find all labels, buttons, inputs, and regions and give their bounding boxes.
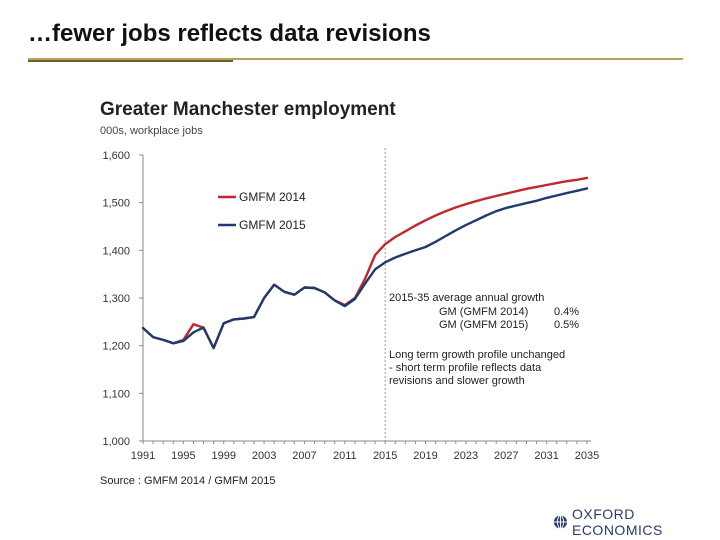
x-tick-label: 2035 — [575, 450, 599, 462]
title-underline-accent — [28, 60, 233, 62]
title-underline — [28, 58, 683, 60]
x-tick-label: 1999 — [211, 450, 235, 462]
growth-row-label: GM (GMFM 2014) — [439, 306, 528, 318]
oxford-economics-logo: OXFORD ECONOMICS — [553, 506, 720, 538]
growth-title: 2015-35 average annual growth — [389, 292, 544, 304]
y-tick-label: 1,500 — [102, 198, 130, 210]
series-lines — [141, 176, 589, 350]
note-line: revisions and slower growth — [389, 375, 525, 387]
y-tick-label: 1,300 — [102, 293, 130, 305]
note-line: - short term profile reflects data — [389, 362, 542, 374]
chart-source: Source : GMFM 2014 / GMFM 2015 — [100, 475, 275, 487]
chart-subtitle: 000s, workplace jobs — [100, 125, 203, 137]
x-tick-label: 2015 — [373, 450, 397, 462]
y-tick-label: 1,600 — [102, 150, 130, 162]
legend: GMFM 2014 GMFM 2015 — [218, 190, 306, 232]
x-tick-label: 2027 — [494, 450, 518, 462]
x-tick-label: 2019 — [413, 450, 437, 462]
x-tick-label: 2023 — [454, 450, 478, 462]
y-tick-label: 1,400 — [102, 245, 130, 257]
y-tick-label: 1,100 — [102, 388, 130, 400]
x-tick-label: 1995 — [171, 450, 195, 462]
y-tick-label: 1,200 — [102, 341, 130, 353]
x-tick-label: 2011 — [333, 450, 357, 462]
x-tick-label: 2031 — [534, 450, 558, 462]
note-line: Long term growth profile unchanged — [389, 349, 565, 361]
growth-row-value: 0.4% — [554, 306, 579, 318]
growth-row-value: 0.5% — [554, 319, 579, 331]
y-tick-label: 1,000 — [102, 436, 130, 448]
x-tick-label: 2007 — [292, 450, 316, 462]
chart-title: Greater Manchester employment — [100, 99, 396, 120]
globe-icon — [553, 514, 568, 530]
axes: 1,000 1,100 1,200 1,300 1,400 1,500 1,600 1991 1… — [102, 150, 599, 462]
x-tick-label: 1991 — [131, 450, 155, 462]
legend-label-gmfm-2015: GMFM 2015 — [239, 218, 306, 232]
growth-row-label: GM (GMFM 2015) — [439, 319, 528, 331]
x-tick-label: 2003 — [252, 450, 276, 462]
legend-label-gmfm-2014: GMFM 2014 — [239, 190, 306, 204]
annotations: 2015-35 average annual growth GM (GMFM 20… — [389, 292, 579, 387]
series-line-gmfm-2015 — [141, 187, 589, 350]
logo-text: OXFORD ECONOMICS — [571, 506, 663, 538]
slide-title: …fewer jobs reflects data revisions — [28, 20, 431, 47]
